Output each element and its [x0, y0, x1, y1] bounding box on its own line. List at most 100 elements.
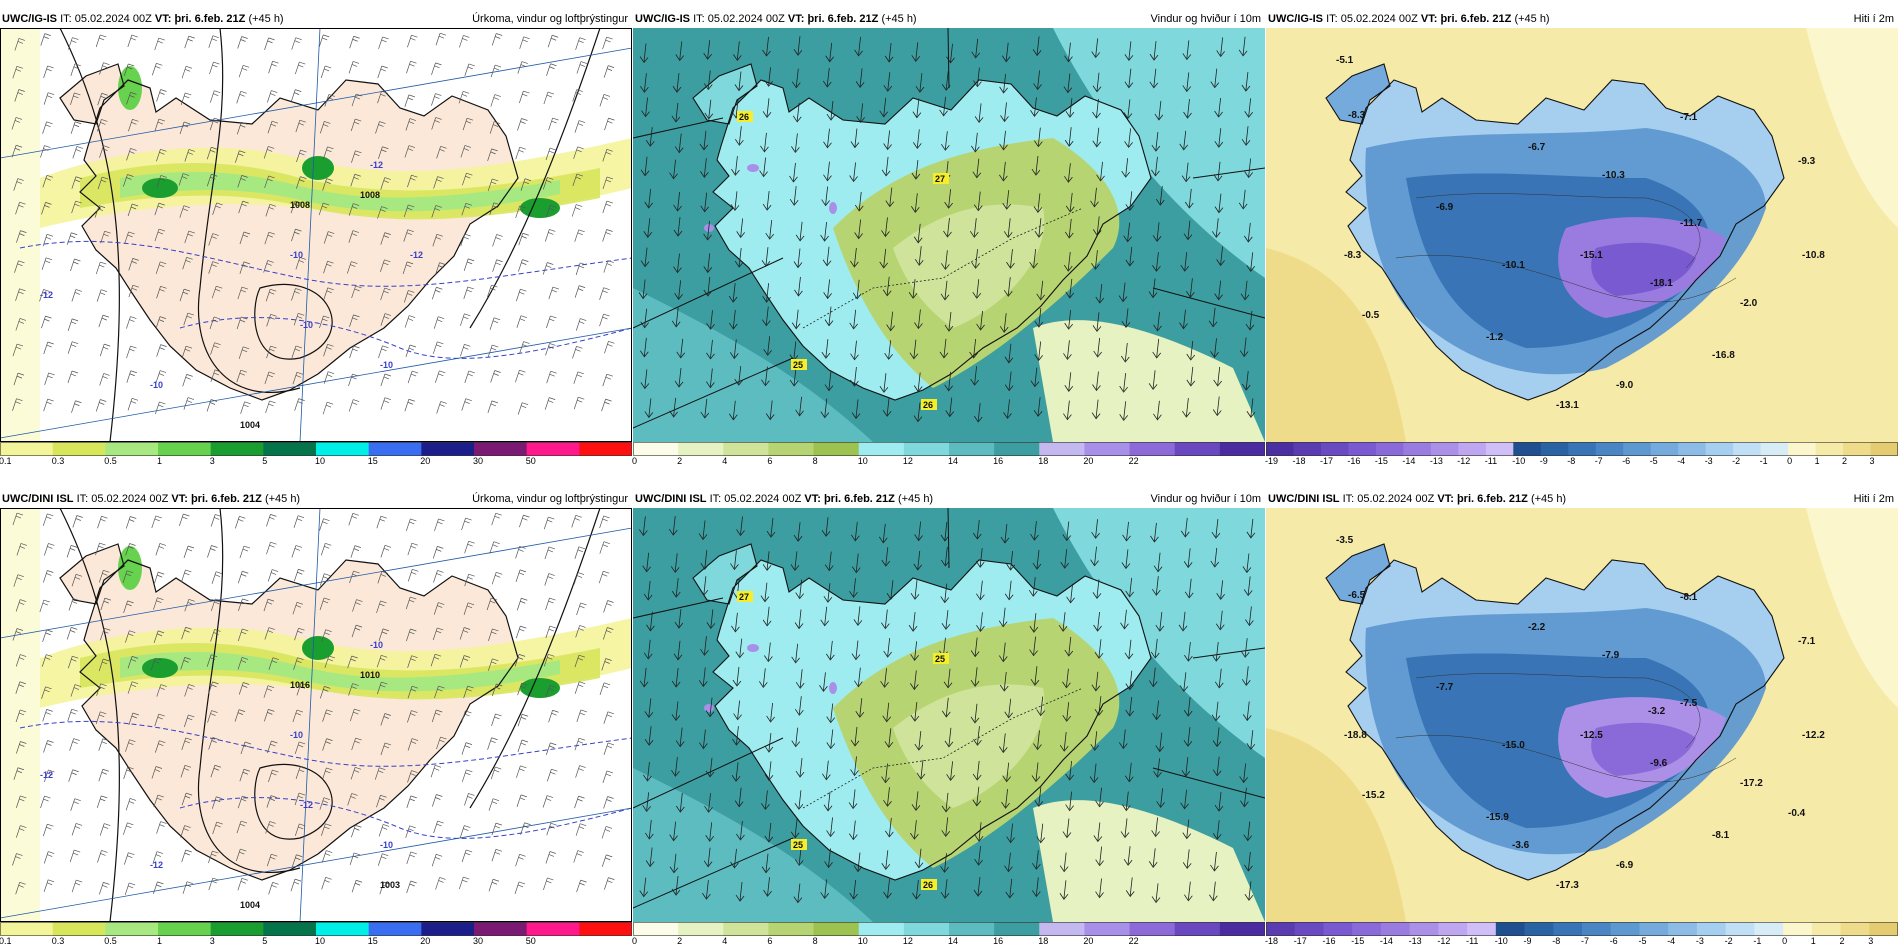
- wind-barb: [237, 795, 249, 809]
- wind-barb: [322, 178, 333, 191]
- precip-map[interactable]: 1016 1010 1004 1003 -12 -10 -12 -12 -10 -10: [0, 508, 632, 922]
- legend-swatch: [526, 922, 580, 936]
- wind-barb: [66, 545, 78, 558]
- legend-swatch: [158, 922, 212, 936]
- wind-barb: [602, 627, 614, 640]
- wind-barb: [352, 599, 363, 612]
- wind-arrow: [1123, 846, 1133, 866]
- wind-barb: [212, 202, 223, 216]
- wind-arrow: [820, 221, 829, 242]
- wind-barb: [180, 765, 192, 778]
- wind-arrow: [1178, 611, 1188, 632]
- wind-barb: [545, 204, 557, 218]
- map-value-label: -9.6: [1650, 758, 1668, 769]
- wind-arrow: [1153, 552, 1163, 573]
- wind-arrow: [795, 758, 805, 778]
- wind-barb: [487, 658, 499, 671]
- wind-barb: [377, 90, 388, 104]
- wind-arrow: [699, 576, 709, 596]
- wind-map[interactable]: 26 27 25 26: [633, 28, 1265, 442]
- wind-barb: [41, 257, 53, 270]
- wind-barb: [349, 852, 361, 866]
- wind-arrow: [851, 640, 861, 661]
- legend-swatch: [1610, 922, 1640, 936]
- label-bg: [933, 173, 949, 184]
- wind-barb: [13, 178, 24, 191]
- wind-arrow: [881, 850, 891, 870]
- map-value-label: 1008: [290, 200, 310, 210]
- wind-map[interactable]: 27 25 25 26: [633, 508, 1265, 922]
- wind-arrow: [793, 883, 803, 904]
- wind-barb: [266, 314, 277, 327]
- wind-barb: [348, 230, 359, 243]
- wind-barb: [492, 259, 503, 272]
- wind-arrow: [1090, 546, 1099, 567]
- wind-arrow: [882, 276, 892, 297]
- wind-barb: [42, 823, 54, 837]
- wind-barb: [183, 545, 195, 559]
- valid-time: þri. 6.feb. 21Z: [1440, 13, 1512, 25]
- wind-barb: [376, 600, 387, 614]
- wind-barb: [126, 345, 137, 359]
- wind-barb: [575, 318, 587, 331]
- precip-map[interactable]: 1008 1008 1004 -10 -12 -12 -10 -10 -10 -12: [0, 28, 632, 442]
- wind-barb: [602, 200, 613, 214]
- wind-arrow: [1120, 818, 1130, 839]
- legend-swatch: [1840, 922, 1870, 936]
- vt-prefix: VT:: [1437, 493, 1454, 505]
- wind-barb: [180, 92, 192, 106]
- wind-arrow: [912, 98, 922, 119]
- wind-barb: [68, 769, 79, 782]
- wind-field: [693, 64, 757, 124]
- wind-barb: [602, 176, 614, 190]
- wind-arrow: [1240, 280, 1250, 301]
- isotherm: [179, 317, 632, 359]
- wind-arrow: [640, 369, 650, 390]
- wind-arrow: [973, 67, 982, 88]
- wind-barb: [183, 397, 195, 410]
- wind-barb: [267, 120, 279, 134]
- wind-arrow: [1059, 852, 1069, 873]
- map-value-label: -8.3: [1344, 250, 1362, 261]
- wind-barb: [16, 741, 27, 754]
- wind-arrow: [972, 760, 982, 781]
- model-name: UWC/DINI ISL: [1268, 493, 1340, 505]
- legend-tick-label: 6: [767, 456, 773, 466]
- map-value-label: -10: [380, 360, 393, 370]
- wind-barb: [94, 205, 106, 218]
- legend-swatch: [105, 922, 159, 936]
- wind-barb: [154, 202, 165, 216]
- wind-arrow: [703, 847, 713, 868]
- wind-barb: [431, 205, 442, 218]
- wind-barb: [407, 710, 418, 723]
- wind-barb: [13, 372, 25, 386]
- gust-core: [747, 164, 759, 172]
- wind-arrow: [764, 822, 774, 843]
- temp-map[interactable]: -5.1 -8.3 -6.7 -10.3 -7.1 -9.3 -6.9 -8.3 -10.1 -1…: [1266, 28, 1898, 442]
- wind-barb: [599, 682, 611, 695]
- legend-swatch: [421, 922, 475, 936]
- wind-barb: [41, 654, 53, 667]
- wind-arrow: [1182, 849, 1192, 870]
- wind-barb: [40, 33, 51, 46]
- map-value-label: -17.2: [1740, 778, 1763, 789]
- wind-barb: [376, 794, 387, 808]
- wind-barb: [153, 630, 165, 643]
- temp-map[interactable]: -3.5 -6.5 -2.2 -7.9 -8.1 -7.1 -7.7 -18.8 -15.0 -1…: [1266, 508, 1898, 922]
- precip-band: [0, 508, 40, 922]
- wind-arrow: [820, 606, 830, 627]
- legend-tick-label: -5: [1638, 936, 1647, 946]
- wind-barb: [236, 121, 248, 135]
- wind-arrow: [1182, 398, 1191, 418]
- wind-barb: [292, 709, 303, 723]
- wind-barb: [126, 92, 137, 105]
- wind-barb: [380, 313, 392, 326]
- wind-arrow: [1063, 73, 1073, 94]
- wind-arrow: [1095, 787, 1104, 808]
- wind-barb: [71, 879, 83, 893]
- lead-time: (+45 h): [881, 13, 917, 25]
- wind-arrow: [913, 550, 923, 571]
- wind-arrow: [639, 516, 648, 537]
- map-value-label: -10: [370, 640, 383, 650]
- wind-arrow: [940, 546, 950, 567]
